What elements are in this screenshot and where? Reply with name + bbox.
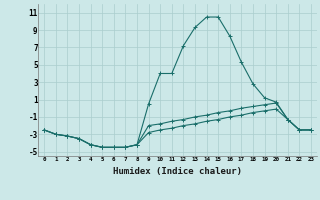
X-axis label: Humidex (Indice chaleur): Humidex (Indice chaleur) — [113, 167, 242, 176]
